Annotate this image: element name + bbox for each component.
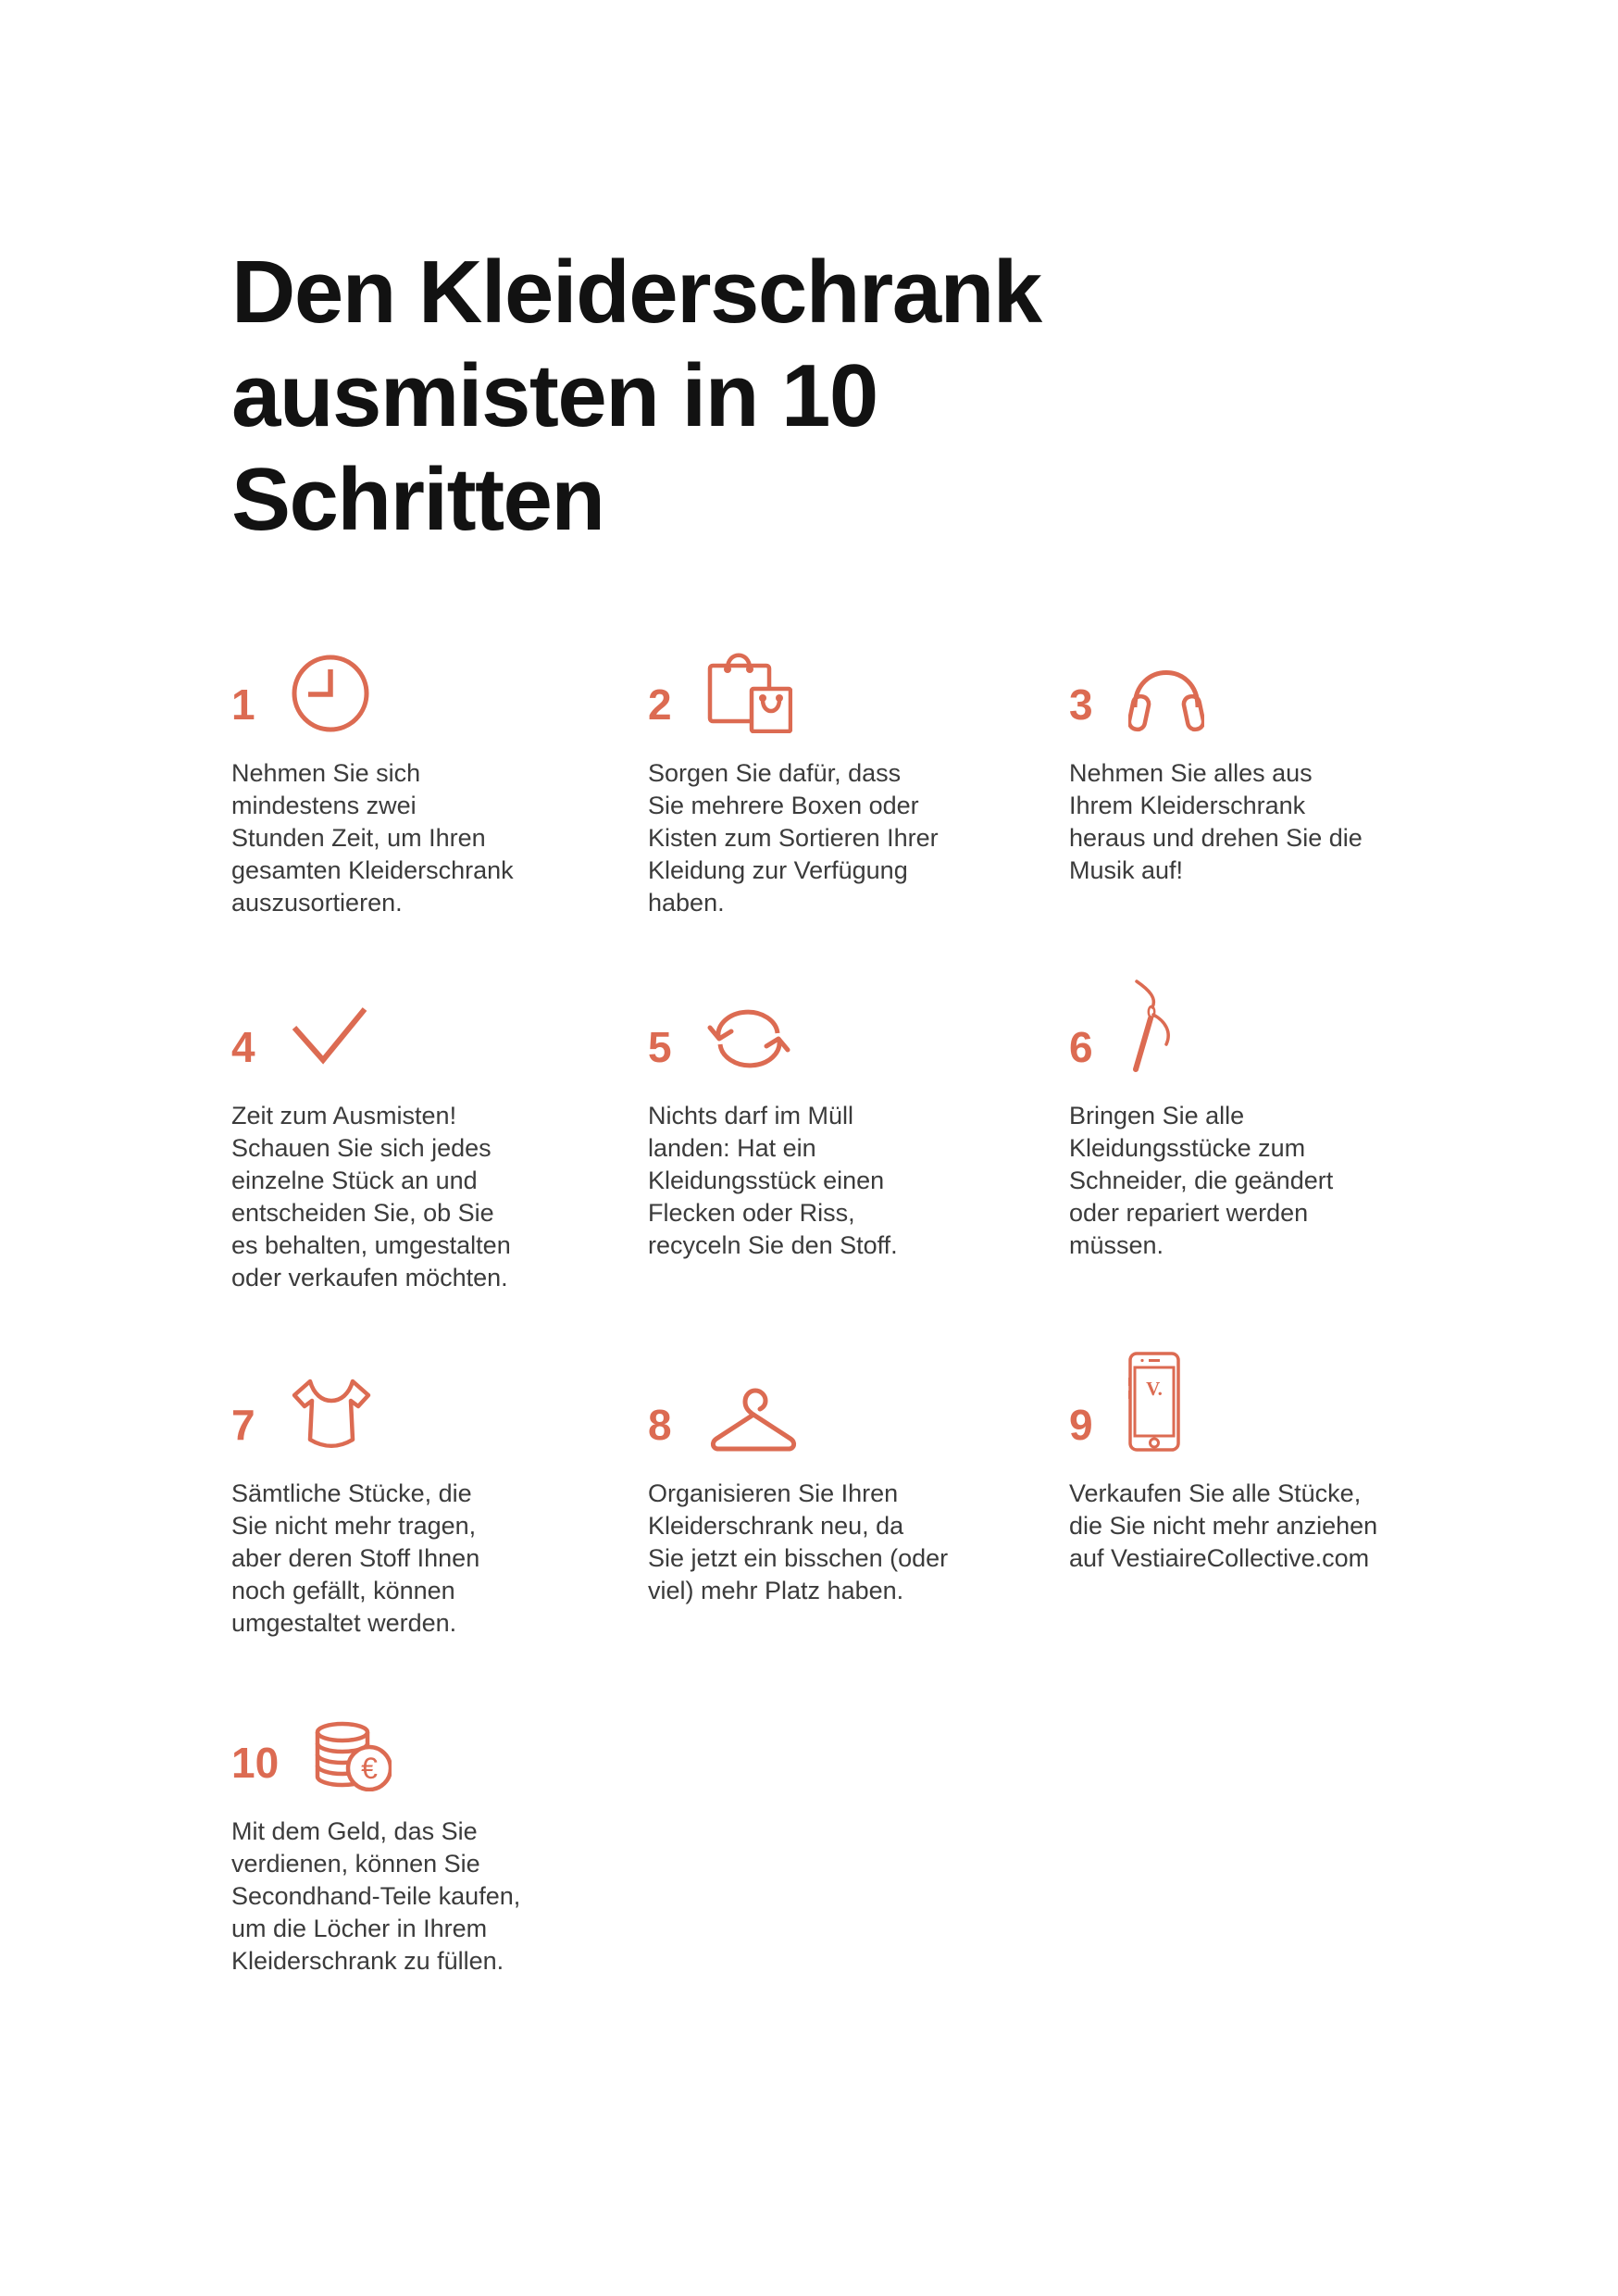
hanger-icon <box>710 1388 796 1452</box>
needle-thread-icon <box>1132 980 1170 1072</box>
step-text: Mit dem Geld, das Sie verdienen, können … <box>231 1817 521 1975</box>
step-3-header: 3 <box>1069 631 1467 733</box>
step-number: 9 <box>1069 1401 1093 1449</box>
step-4-header: 4 <box>231 974 629 1076</box>
step-number: 6 <box>1069 1023 1093 1071</box>
page-title: Den Kleiderschrank ausmisten in 10 Schri… <box>231 243 1042 550</box>
step-10: 10 € Mit dem Geld, das Sie verdienen, kö… <box>231 1690 629 1978</box>
step-3: 3 Nehmen Sie alles aus Ihrem Kleiderschr… <box>1069 631 1467 887</box>
tshirt-icon <box>292 1379 370 1448</box>
step-text: Nehmen Sie alles aus Ihrem Kleiderschran… <box>1069 759 1363 884</box>
recycle-icon <box>707 1009 790 1068</box>
step-5: 5 Nichts darf im Müll landen: Hat ein Kl… <box>648 974 1046 1262</box>
phone-logo-v: V. <box>1146 1378 1163 1400</box>
step-9: 9 V. Verkaufen Sie alle Stücke, die Sie … <box>1069 1352 1467 1575</box>
step-number: 8 <box>648 1401 672 1449</box>
checkmark-icon <box>292 1007 367 1065</box>
headphones-icon <box>1127 670 1204 732</box>
step-number: 10 <box>231 1739 280 1787</box>
step-8: 8 Organisieren Sie Ihren Kleiderschrank … <box>648 1352 1046 1607</box>
step-7-header: 7 <box>231 1352 629 1454</box>
step-number: 1 <box>231 680 255 729</box>
step-text: Sorgen Sie dafür, dass Sie mehrere Boxen… <box>648 759 939 917</box>
step-text: Sämtliche Stücke, die Sie nicht mehr tra… <box>231 1479 480 1637</box>
step-text: Bringen Sie alle Kleidungsstücke zum Sch… <box>1069 1102 1334 1259</box>
coins-euro-icon: € <box>315 1721 392 1791</box>
step-text: Nehmen Sie sich mindestens zwei Stunden … <box>231 759 514 917</box>
euro-symbol: € <box>361 1752 378 1785</box>
step-number: 2 <box>648 680 672 729</box>
step-8-header: 8 <box>648 1352 1046 1454</box>
step-text: Organisieren Sie Ihren Kleiderschrank ne… <box>648 1479 949 1604</box>
step-number: 4 <box>231 1023 255 1071</box>
clock-icon <box>292 655 369 732</box>
step-6-header: 6 <box>1069 974 1467 1076</box>
step-2-header: 2 <box>648 631 1046 733</box>
step-6: 6 Bringen Sie alle Kleidungsstücke zum S… <box>1069 974 1467 1262</box>
step-number: 7 <box>231 1401 255 1449</box>
step-text: Nichts darf im Müll landen: Hat ein Klei… <box>648 1102 898 1259</box>
step-text: Zeit zum Ausmisten! Schauen Sie sich jed… <box>231 1102 511 1292</box>
step-10-header: 10 € <box>231 1690 629 1791</box>
step-7: 7 Sämtliche Stücke, die Sie nicht mehr t… <box>231 1352 629 1640</box>
shopping-bags-icon <box>707 653 792 733</box>
step-text: Verkaufen Sie alle Stücke, die Sie nicht… <box>1069 1479 1378 1572</box>
step-9-header: 9 V. <box>1069 1352 1467 1454</box>
step-number: 3 <box>1069 680 1093 729</box>
phone-icon: V. <box>1127 1352 1180 1452</box>
step-2: 2 Sorgen Sie dafür, dass Sie mehrere Box… <box>648 631 1046 919</box>
step-1-header: 1 <box>231 631 629 733</box>
step-number: 5 <box>648 1023 672 1071</box>
step-4: 4 Zeit zum Ausmisten! Schauen Sie sich j… <box>231 974 629 1294</box>
step-5-header: 5 <box>648 974 1046 1076</box>
step-1: 1 Nehmen Sie sich mindestens zwei Stunde… <box>231 631 629 919</box>
